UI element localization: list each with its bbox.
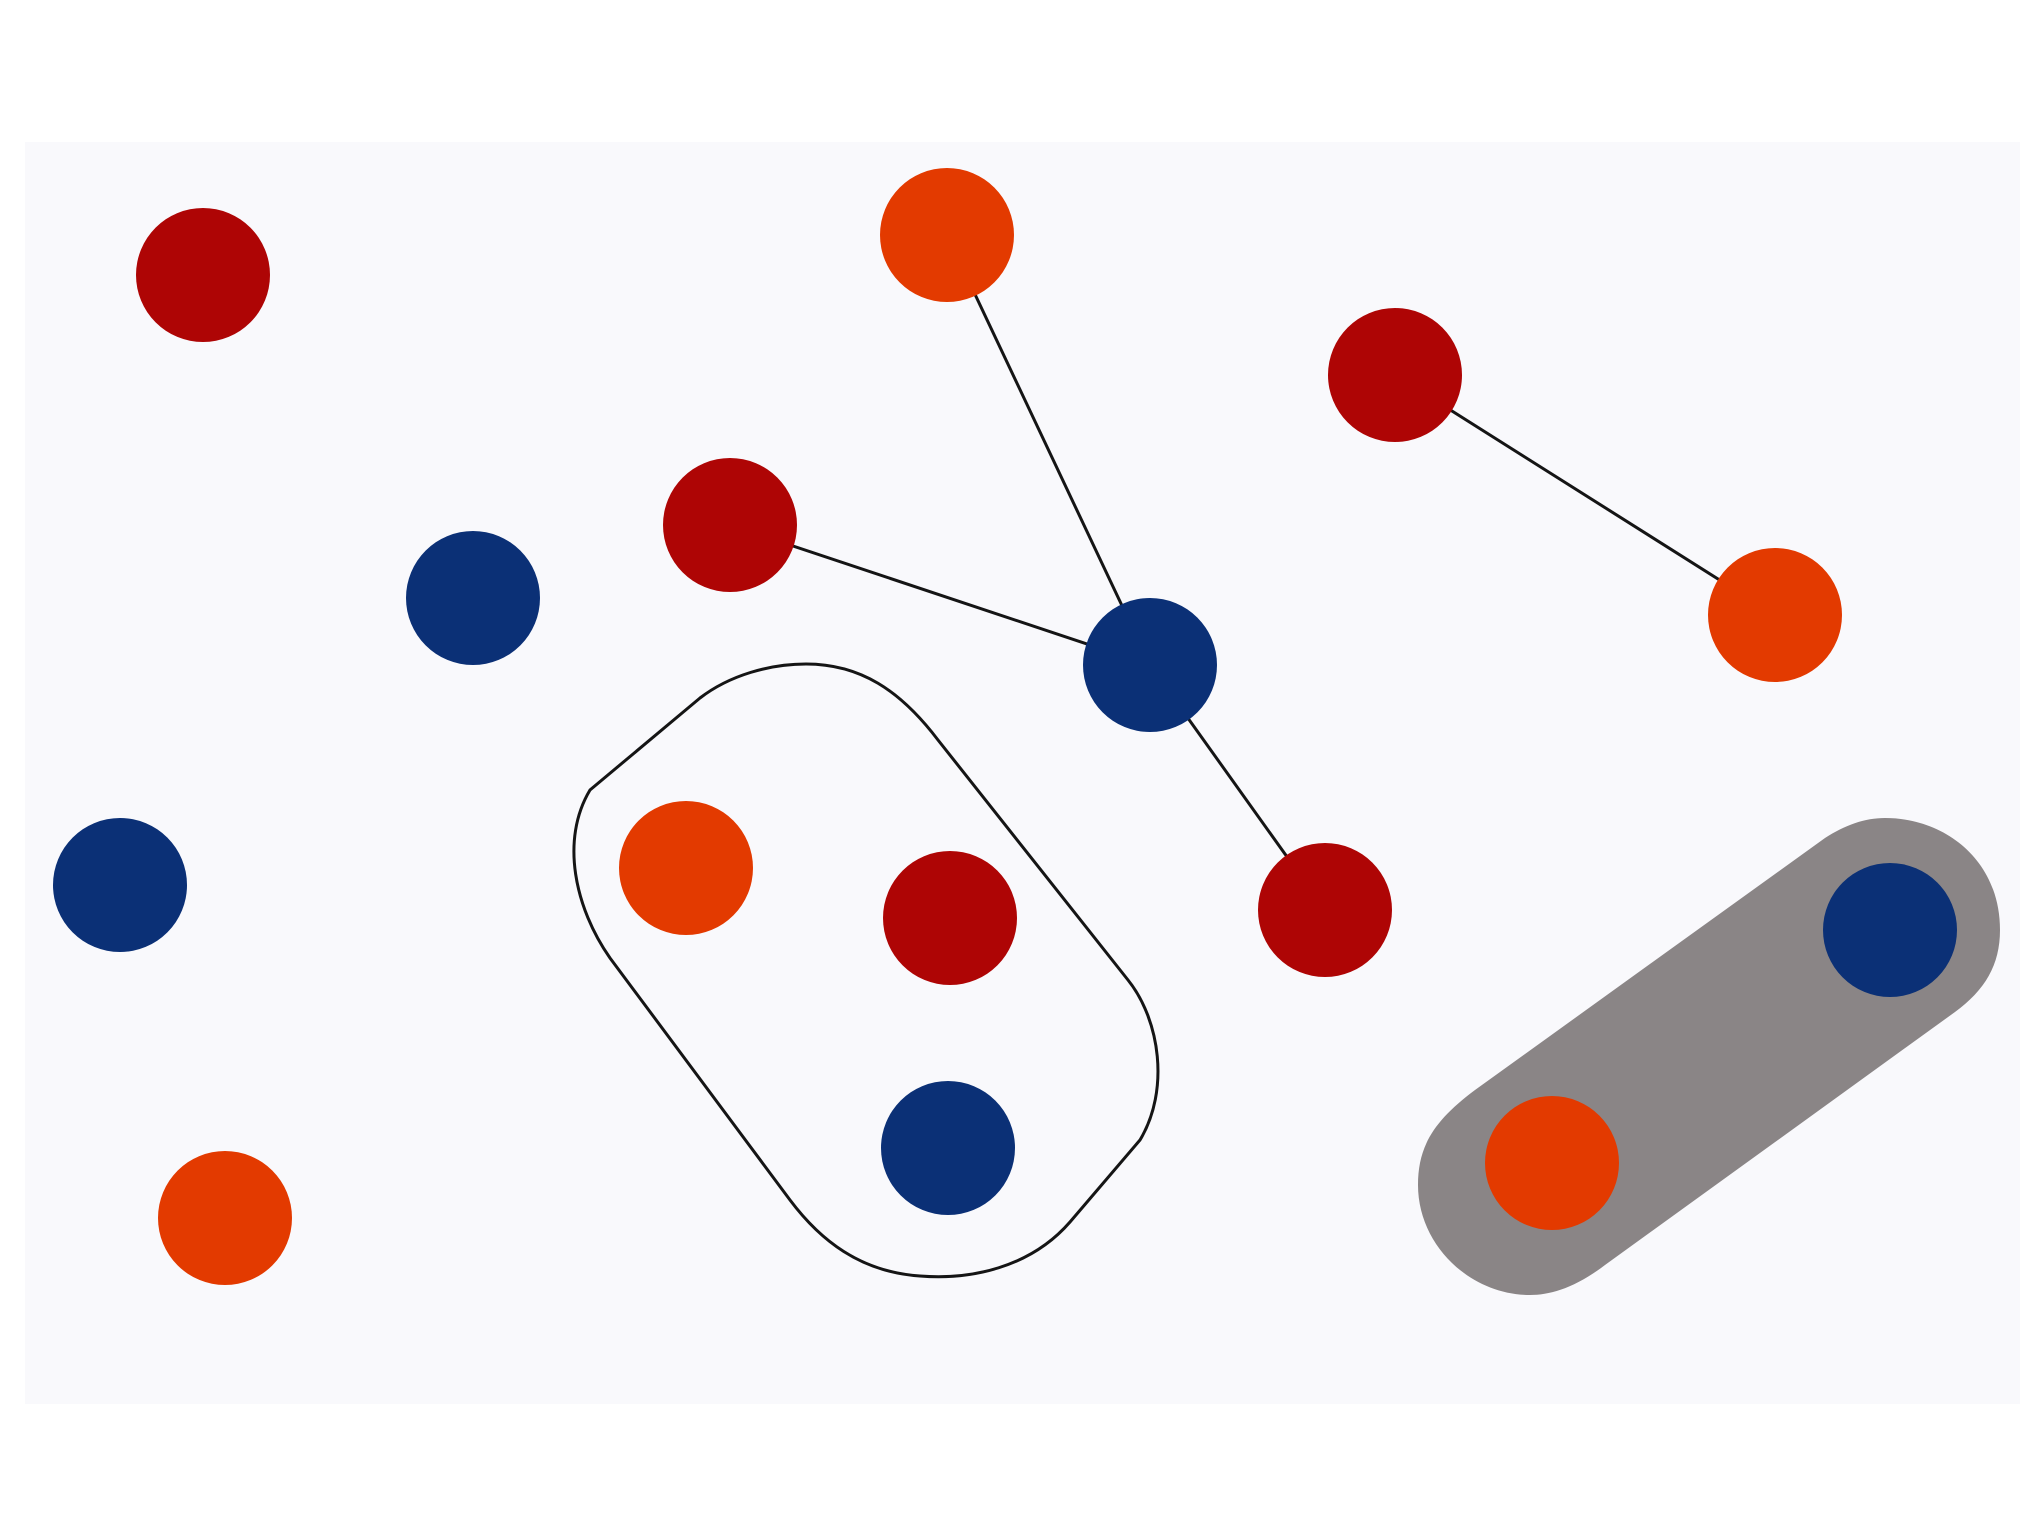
node-n11-dark-red <box>1258 843 1392 977</box>
node-n1-dark-red <box>136 208 270 342</box>
node-n9-orange <box>619 801 753 935</box>
outlined-group-boundary <box>572 662 1160 1279</box>
node-n7-orange <box>1708 548 1842 682</box>
node-n8-navy <box>53 818 187 952</box>
edge-n2-n6 <box>945 234 1152 666</box>
diagram-panel <box>25 142 2020 1404</box>
node-n4-navy <box>406 531 540 665</box>
node-n2-orange <box>880 168 1014 302</box>
node-n14-navy <box>1823 863 1957 997</box>
node-n10-dark-red <box>883 851 1017 985</box>
edge-n3-n7 <box>1394 373 1776 617</box>
node-n13-navy <box>881 1081 1015 1215</box>
node-n5-dark-red <box>663 458 797 592</box>
nodes <box>53 168 1957 1285</box>
edge-n5-n6 <box>729 523 1151 667</box>
node-n12-orange <box>158 1151 292 1285</box>
node-n6-navy <box>1083 598 1217 732</box>
node-n3-dark-red <box>1328 308 1462 442</box>
node-n15-orange <box>1485 1096 1619 1230</box>
